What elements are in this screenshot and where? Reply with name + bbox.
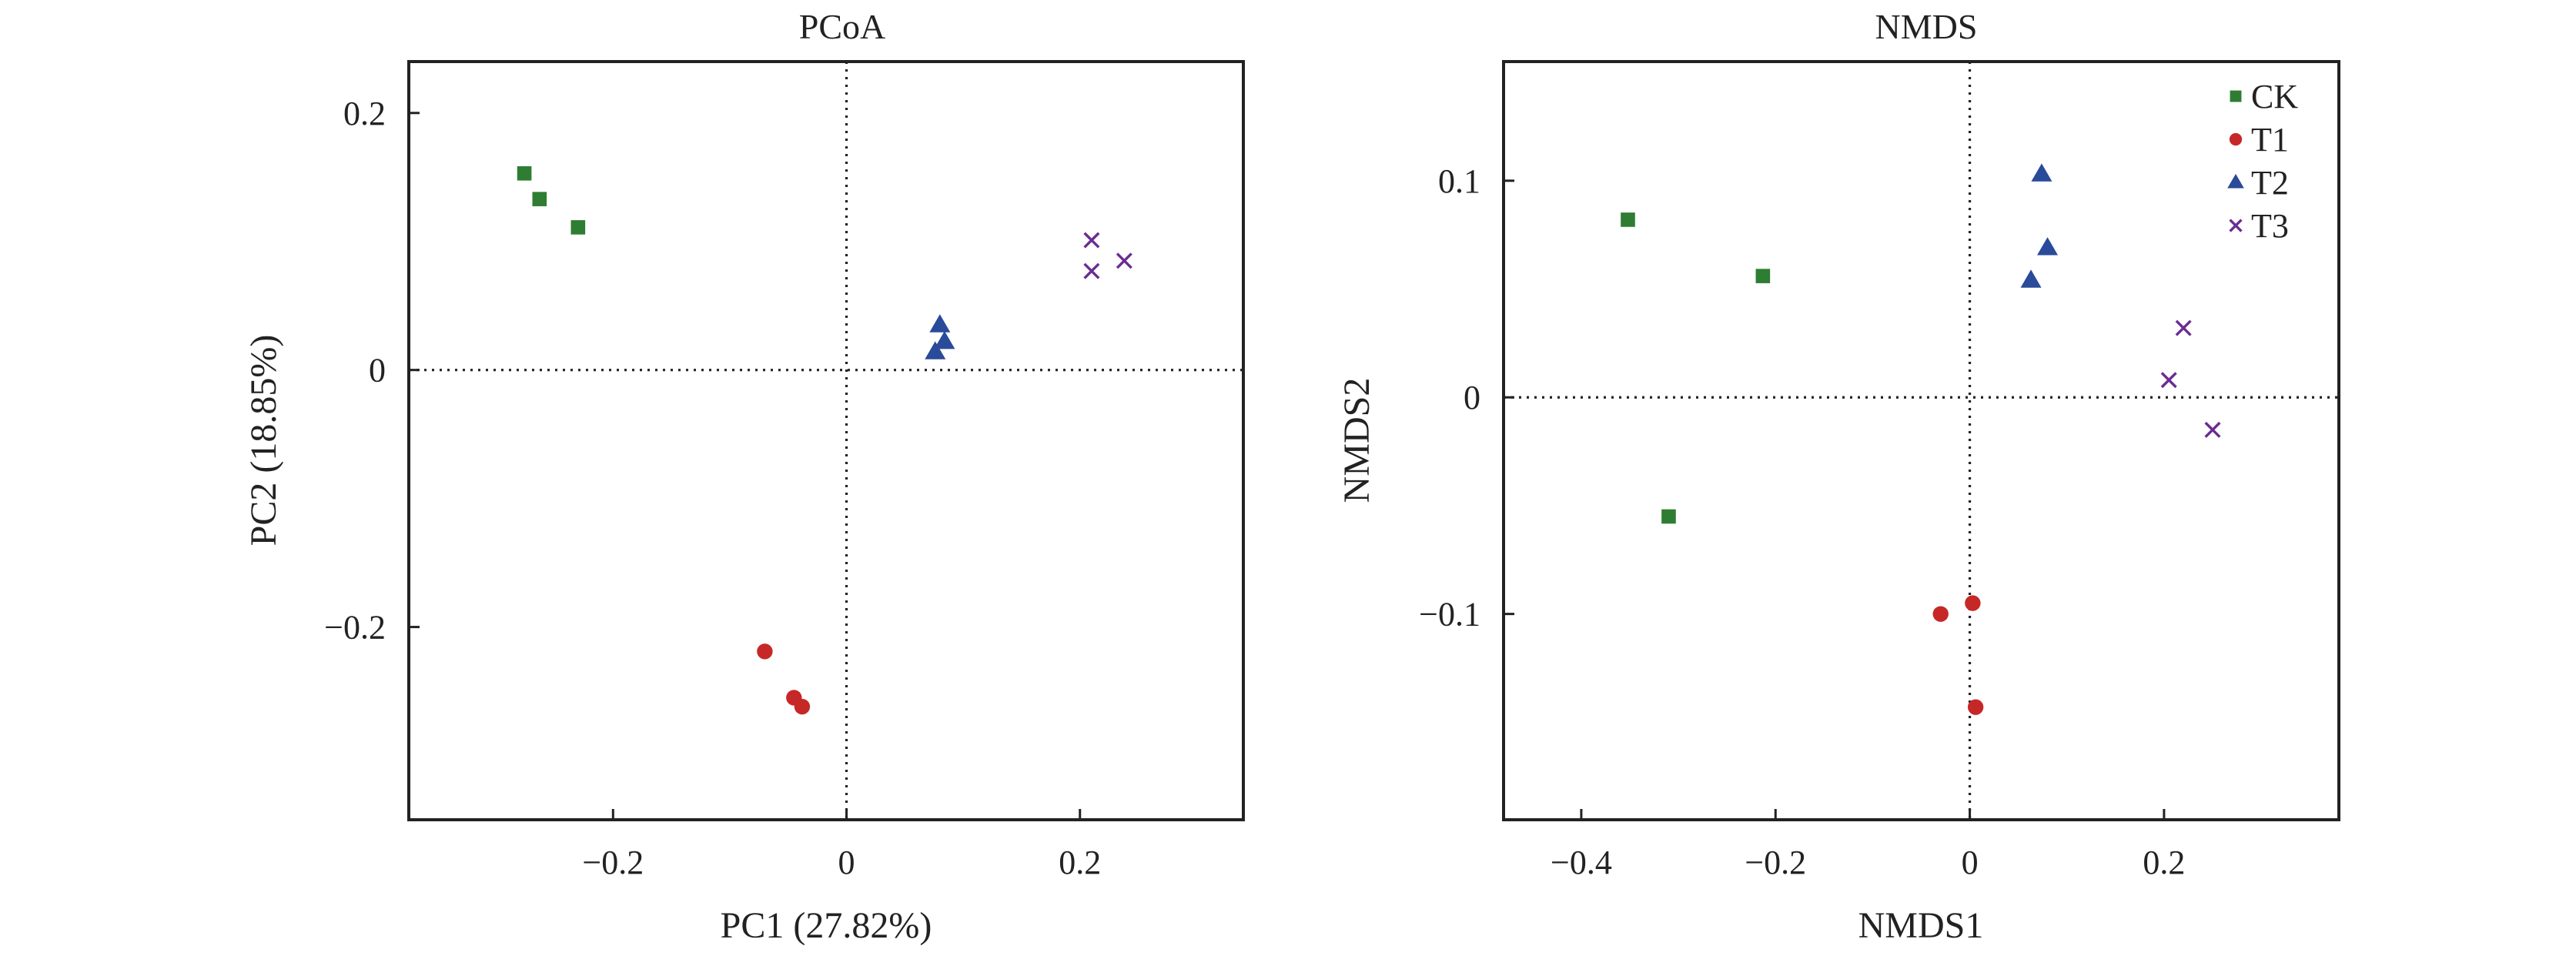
nmds-point-ck — [1621, 212, 1635, 227]
nmds-series-ck — [1621, 212, 1771, 524]
pcoa-point-t2 — [929, 314, 951, 333]
nmds-y-axis-label: NMDS2 — [1337, 378, 1377, 503]
pcoa-data-points — [517, 165, 1132, 715]
nmds-title: NMDS — [1875, 7, 1978, 46]
pcoa-point-t1 — [794, 698, 811, 715]
nmds-series-t2 — [2020, 163, 2059, 288]
pcoa-point-t1 — [757, 643, 773, 660]
legend-marker-t1 — [2229, 132, 2243, 146]
nmds-y-tick-label: 0.1 — [1438, 162, 1480, 200]
pcoa-point-ck — [517, 165, 532, 181]
nmds-plot-frame — [1502, 60, 2340, 821]
nmds-point-t3 — [2175, 319, 2192, 336]
nmds-point-ck — [1755, 269, 1771, 283]
pcoa-point-ck — [532, 192, 547, 206]
legend-label-t2: T2 — [2251, 164, 2289, 202]
pcoa-x-tick-label: −0.2 — [582, 844, 644, 881]
pcoa-point-t2 — [934, 330, 955, 349]
nmds-x-tick-label: −0.2 — [1745, 844, 1806, 881]
nmds-x-tick-label: 0 — [1962, 844, 1979, 881]
nmds-y-tick-label: −0.1 — [1419, 596, 1480, 633]
nmds-reference-lines — [1504, 62, 2339, 820]
legend-marker-t3 — [2229, 219, 2243, 232]
nmds-point-t2 — [2020, 269, 2042, 288]
legend-marker-t2 — [2227, 173, 2244, 189]
nmds-panel: NMDS −0.4 −0.2 0 0.2 −0.1 0 0.1 NMDS1 NMDS2 CK… — [1337, 7, 2340, 946]
pcoa-point-ck — [570, 220, 586, 235]
nmds-point-ck — [1661, 509, 1676, 524]
legend-symbol-ck — [2230, 90, 2242, 102]
legend-symbol-t3 — [2229, 219, 2243, 232]
pcoa-point-t3 — [1116, 252, 1132, 269]
pcoa-series-t1 — [757, 643, 811, 715]
nmds-axis-ticks: −0.4 −0.2 0 0.2 −0.1 0 0.1 — [1419, 162, 2185, 881]
pcoa-y-tick-label: 0.2 — [343, 95, 386, 132]
legend-symbol-t1 — [2229, 132, 2243, 146]
pcoa-point-t3 — [1083, 262, 1100, 279]
legend-item-t2: T2 — [2227, 164, 2289, 202]
nmds-point-t1 — [1967, 699, 1984, 715]
nmds-point-t2 — [2031, 163, 2052, 182]
pcoa-point-t3 — [1083, 232, 1100, 249]
pcoa-y-tick-label: 0 — [369, 352, 386, 389]
nmds-point-t3 — [2204, 421, 2221, 438]
pcoa-point-t2 — [925, 341, 946, 359]
pcoa-axis-ticks: −0.2 0 0.2 −0.2 0 0.2 — [324, 95, 1101, 881]
legend-item-t1: T1 — [2229, 121, 2289, 159]
legend-item-t3: T3 — [2229, 207, 2289, 245]
legend-label-t3: T3 — [2251, 207, 2289, 245]
legend: CK T1 T2 T3 — [2227, 78, 2298, 245]
nmds-point-t1 — [1965, 595, 1981, 611]
pcoa-x-axis-label: PC1 (27.82%) — [721, 905, 932, 946]
nmds-series-t1 — [1932, 595, 1984, 715]
nmds-series-t3 — [2160, 319, 2221, 438]
pcoa-reference-lines — [409, 62, 1243, 820]
nmds-y-tick-label: 0 — [1464, 379, 1480, 416]
legend-symbol-t2 — [2227, 173, 2244, 189]
legend-label-t1: T1 — [2251, 121, 2289, 159]
nmds-point-t2 — [2037, 237, 2059, 256]
pcoa-y-tick-label: −0.2 — [324, 609, 386, 647]
nmds-point-t3 — [2160, 372, 2177, 389]
legend-item-ck: CK — [2230, 78, 2298, 115]
pcoa-y-axis-label: PC2 (18.85%) — [243, 335, 284, 547]
pcoa-series-t2 — [925, 314, 955, 359]
nmds-data-points — [1621, 163, 2221, 715]
pcoa-x-tick-label: 0 — [838, 844, 855, 881]
pcoa-x-tick-label: 0.2 — [1059, 844, 1101, 881]
legend-label-ck: CK — [2251, 78, 2298, 115]
pcoa-title: PCoA — [799, 7, 885, 46]
pcoa-series-ck — [517, 165, 586, 235]
legend-marker-ck — [2230, 90, 2242, 102]
pcoa-series-t3 — [1083, 232, 1132, 279]
pcoa-plot-frame — [407, 60, 1245, 821]
nmds-x-tick-label: −0.4 — [1551, 844, 1612, 881]
nmds-point-t1 — [1932, 606, 1949, 622]
nmds-x-tick-label: 0.2 — [2143, 844, 2185, 881]
nmds-x-axis-label: NMDS1 — [1858, 905, 1984, 946]
pcoa-panel: PCoA −0.2 0 0.2 −0.2 0 0.2 PC1 (27.82%) PC2 (… — [243, 7, 1245, 946]
